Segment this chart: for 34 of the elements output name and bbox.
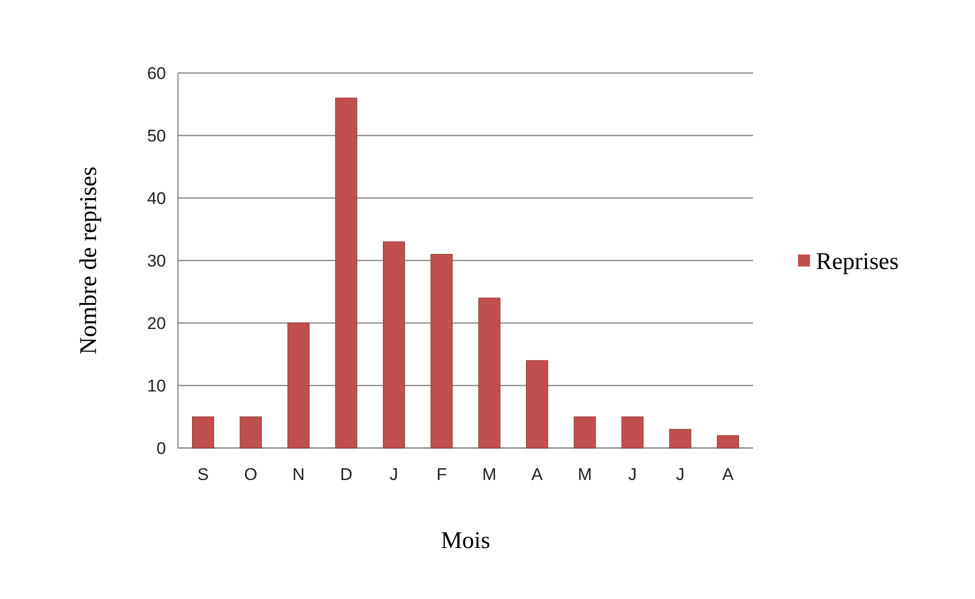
- bar: [574, 416, 596, 448]
- y-tick-label: 30: [147, 251, 166, 270]
- bar: [669, 428, 692, 448]
- bar: [716, 435, 739, 448]
- bar: [240, 416, 262, 448]
- bar: [478, 298, 500, 448]
- y-axis-title: Nombre de reprises: [76, 166, 102, 354]
- x-tick-label: A: [531, 465, 544, 484]
- x-tick-label: F: [436, 465, 447, 484]
- x-tick-label: S: [197, 465, 209, 484]
- y-tick-label: 0: [156, 438, 166, 458]
- bar: [287, 322, 310, 448]
- bar: [621, 416, 644, 448]
- x-tick-label: A: [722, 465, 734, 484]
- y-tick-label: 60: [147, 64, 166, 83]
- y-tick-label: 50: [147, 126, 166, 146]
- x-tick-label: J: [390, 465, 398, 484]
- bar: [526, 360, 548, 448]
- x-tick-label: O: [244, 465, 258, 484]
- y-tick-label: 10: [147, 376, 166, 396]
- bar: [192, 416, 214, 448]
- x-tick-label: J: [628, 465, 637, 484]
- bar: [335, 98, 358, 448]
- x-tick-label: N: [292, 465, 305, 484]
- y-tick-label: 40: [147, 188, 166, 208]
- x-tick-label: M: [578, 465, 592, 484]
- x-tick-label: D: [340, 465, 352, 484]
- y-tick-label: 20: [147, 314, 166, 333]
- bar: [430, 254, 453, 448]
- x-tick-label: M: [482, 465, 496, 484]
- bar: [382, 241, 405, 448]
- x-tick-label: J: [676, 465, 684, 484]
- x-axis-title: Mois: [440, 528, 490, 554]
- legend-label: Reprises: [816, 248, 899, 275]
